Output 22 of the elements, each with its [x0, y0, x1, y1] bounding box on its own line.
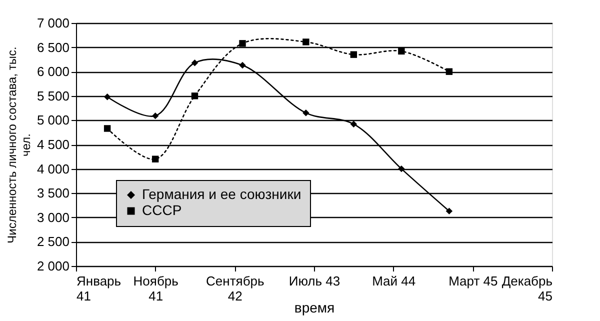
x-tick-label: Июль 43: [288, 274, 340, 288]
y-tick-label: 4 500: [36, 137, 70, 152]
y-tick-label: 2 500: [36, 234, 70, 250]
x-tick-label: Май 44: [372, 274, 416, 288]
y-tick-label: 7 000: [36, 16, 70, 30]
legend-label: СССР: [142, 202, 182, 218]
y-tick-label: 2 000: [36, 258, 70, 274]
y-tick-label: 3 500: [36, 186, 70, 201]
x-tick-label: Март 45: [448, 274, 498, 288]
y-tick-label: 3 000: [36, 210, 70, 225]
y-tick-label: 6 000: [36, 64, 70, 80]
y-tick-label: 4 000: [36, 161, 70, 176]
x-tick-label: Сентябрь 42: [206, 274, 265, 304]
y-tick-label: 5 500: [36, 88, 70, 104]
legend-label: Германия и ее союзники: [142, 186, 302, 202]
x-tick-label: Январь 41: [76, 274, 122, 304]
x-tick-label: Декабрь 45: [502, 274, 553, 304]
y-axis-title: Численность личного состава, тыс. чел.: [4, 46, 33, 244]
x-axis-title: время: [294, 300, 335, 316]
y-tick-label: 6 500: [36, 40, 70, 55]
x-tick-label: Ноябрь 41: [133, 274, 179, 304]
y-tick-label: 5 000: [36, 112, 70, 128]
